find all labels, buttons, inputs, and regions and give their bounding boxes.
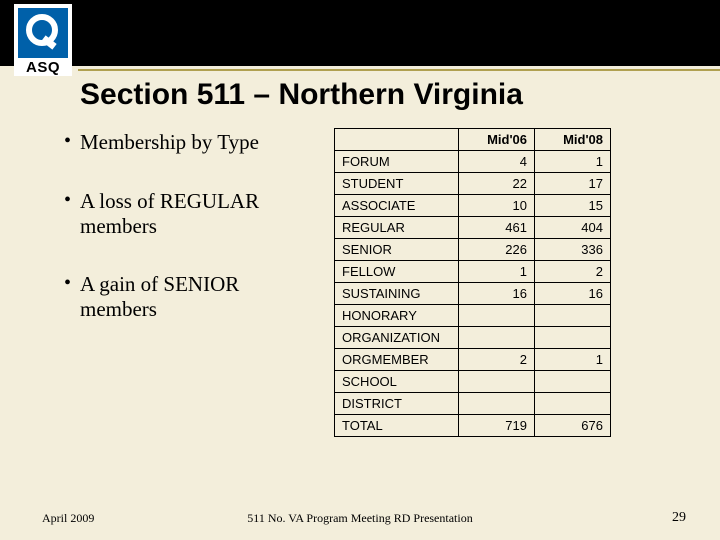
row-v06 (459, 327, 535, 349)
row-label: FELLOW (335, 261, 459, 283)
row-label: HONORARY (335, 305, 459, 327)
table-row: ORGMEMBER21 (335, 349, 611, 371)
table-row: STUDENT2217 (335, 173, 611, 195)
bullet-text: A gain of SENIOR members (80, 272, 318, 322)
row-v06: 461 (459, 217, 535, 239)
footer-center: 511 No. VA Program Meeting RD Presentati… (0, 511, 720, 526)
table-row: SCHOOL (335, 371, 611, 393)
row-v06: 719 (459, 415, 535, 437)
row-v06 (459, 393, 535, 415)
row-label: REGULAR (335, 217, 459, 239)
table-header-col2: Mid'08 (535, 129, 611, 151)
row-label: ASSOCIATE (335, 195, 459, 217)
row-v06: 1 (459, 261, 535, 283)
row-v08: 15 (535, 195, 611, 217)
table-header-row: Mid'06 Mid'08 (335, 129, 611, 151)
logo-text: ASQ (18, 59, 68, 76)
membership-table: Mid'06 Mid'08 FORUM41 STUDENT2217 ASSOCI… (334, 128, 611, 437)
bullet-text: A loss of REGULAR members (80, 189, 318, 239)
bullet-dot-icon: • (64, 272, 80, 322)
table-header-blank (335, 129, 459, 151)
row-label: ORGMEMBER (335, 349, 459, 371)
row-v06: 16 (459, 283, 535, 305)
row-v06: 226 (459, 239, 535, 261)
table-row: ORGANIZATION (335, 327, 611, 349)
slide: ASQ Section 511 – Northern Virginia • Me… (0, 0, 720, 540)
logo-square (18, 8, 68, 58)
row-v08 (535, 371, 611, 393)
bullet-item: • A loss of REGULAR members (64, 189, 318, 239)
row-label: ORGANIZATION (335, 327, 459, 349)
row-v08: 1 (535, 151, 611, 173)
table-row: TOTAL719676 (335, 415, 611, 437)
row-v08: 17 (535, 173, 611, 195)
row-label: SCHOOL (335, 371, 459, 393)
table-row: HONORARY (335, 305, 611, 327)
row-v08 (535, 327, 611, 349)
row-label: DISTRICT (335, 393, 459, 415)
row-v06: 22 (459, 173, 535, 195)
table-row: FORUM41 (335, 151, 611, 173)
bullet-dot-icon: • (64, 189, 80, 239)
row-v08: 336 (535, 239, 611, 261)
row-v08 (535, 305, 611, 327)
bullet-list: • Membership by Type • A loss of REGULAR… (64, 130, 318, 356)
row-v06: 4 (459, 151, 535, 173)
row-v06: 10 (459, 195, 535, 217)
bullet-dot-icon: • (64, 130, 80, 155)
row-label: STUDENT (335, 173, 459, 195)
bullet-item: • A gain of SENIOR members (64, 272, 318, 322)
table-row: FELLOW12 (335, 261, 611, 283)
row-v08: 2 (535, 261, 611, 283)
footer-page: 29 (672, 510, 686, 526)
logo-q-icon (26, 14, 58, 46)
table-row: SUSTAINING1616 (335, 283, 611, 305)
table-row: ASSOCIATE1015 (335, 195, 611, 217)
table-header-col1: Mid'06 (459, 129, 535, 151)
table-row: DISTRICT (335, 393, 611, 415)
row-v08: 404 (535, 217, 611, 239)
row-v08 (535, 393, 611, 415)
bullet-text: Membership by Type (80, 130, 318, 155)
row-v06 (459, 371, 535, 393)
logo: ASQ (14, 4, 72, 76)
row-v08: 1 (535, 349, 611, 371)
topbar (0, 0, 720, 66)
page-title: Section 511 – Northern Virginia (80, 78, 700, 112)
row-label: TOTAL (335, 415, 459, 437)
row-v06 (459, 305, 535, 327)
table-row: SENIOR226336 (335, 239, 611, 261)
row-label: FORUM (335, 151, 459, 173)
row-label: SENIOR (335, 239, 459, 261)
table-row: REGULAR461404 (335, 217, 611, 239)
row-v06: 2 (459, 349, 535, 371)
row-v08: 676 (535, 415, 611, 437)
accent-line (78, 69, 720, 71)
row-label: SUSTAINING (335, 283, 459, 305)
row-v08: 16 (535, 283, 611, 305)
bullet-item: • Membership by Type (64, 130, 318, 155)
